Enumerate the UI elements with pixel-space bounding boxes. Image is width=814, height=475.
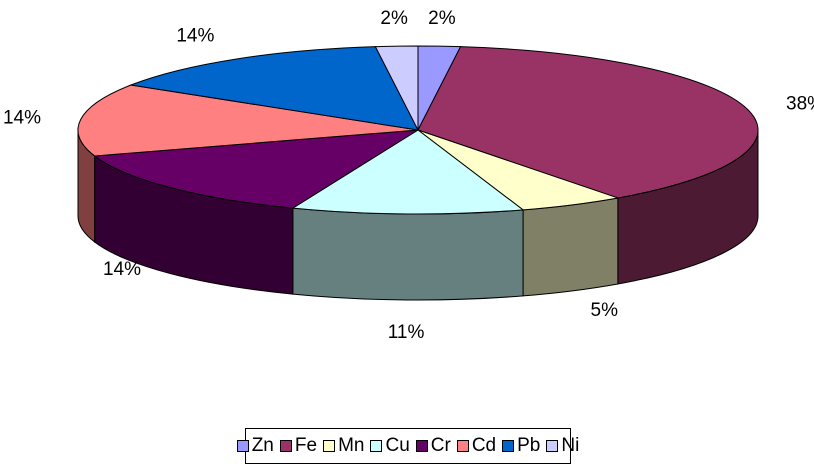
legend-swatch — [236, 440, 249, 452]
legend-item-cr: Cr — [415, 435, 451, 457]
legend-item-mn: Mn — [323, 435, 364, 457]
legend-item-pb: Pb — [502, 435, 540, 457]
pie-slice-pb — [129, 46, 419, 131]
pie-slice-fe — [417, 46, 759, 199]
pie-slice-ni — [374, 45, 419, 131]
legend-item-zn: Zn — [236, 435, 274, 457]
pie-slice-cu — [291, 129, 525, 215]
legend-label: Ni — [561, 435, 580, 456]
legend-item-ni: Ni — [546, 435, 579, 457]
legend-swatch — [323, 440, 336, 452]
legend-item-fe: Fe — [279, 435, 318, 457]
legend-label: Zn — [251, 435, 274, 456]
pie-side-mn — [522, 197, 619, 297]
chart-legend: Zn Fe Mn Cu Cr Cd Pb Ni — [236, 428, 579, 464]
legend-swatch — [502, 440, 515, 452]
legend-label: Cd — [471, 435, 497, 456]
pie-side-cu — [292, 207, 524, 301]
legend-item-cu: Cu — [370, 435, 410, 457]
legend-swatch — [279, 440, 292, 452]
legend-label: Cr — [430, 435, 451, 456]
data-label-fe: 38% — [786, 94, 814, 115]
legend-label: Mn — [338, 435, 365, 456]
data-label-zn: 2% — [428, 8, 456, 29]
legend-swatch — [415, 440, 428, 452]
data-label-pb: 14% — [176, 26, 214, 47]
pie-slice-cd — [77, 84, 419, 157]
data-label-mn: 5% — [591, 300, 619, 321]
legend-swatch — [456, 440, 469, 452]
legend-label: Cu — [385, 435, 410, 456]
legend-swatch — [370, 440, 383, 452]
data-label-ni: 2% — [380, 8, 408, 29]
legend-swatch — [546, 440, 559, 452]
legend-item-cd: Cd — [456, 435, 497, 457]
legend-label: Pb — [517, 435, 541, 456]
data-label-cu: 11% — [388, 322, 425, 343]
data-label-cr: 14% — [103, 259, 141, 280]
data-label-cd: 14% — [3, 108, 41, 129]
legend-label: Fe — [294, 435, 318, 456]
